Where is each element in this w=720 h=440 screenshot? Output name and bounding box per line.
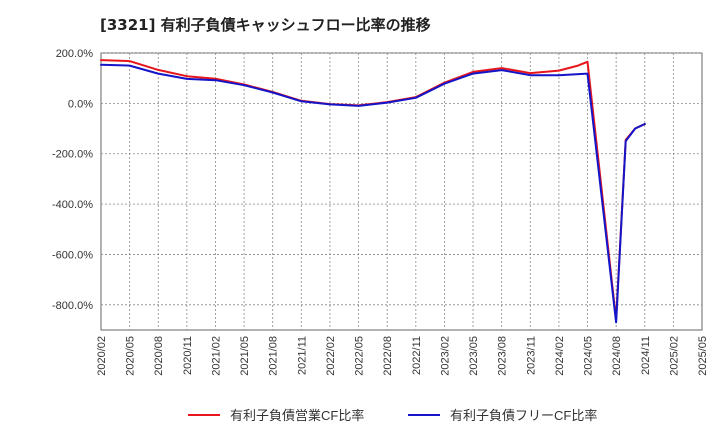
- chart-title: [3321] 有利子負債キャッシュフロー比率の推移: [100, 16, 431, 34]
- x-tick-label: 2025/05: [697, 336, 709, 376]
- x-tick-label: 2024/11: [640, 336, 652, 375]
- x-tick-label: 2021/11: [296, 336, 308, 375]
- series-line-1: [100, 59, 646, 321]
- x-tick-label: 2022/08: [382, 336, 394, 376]
- x-tick-label: 2023/05: [468, 336, 480, 376]
- x-tick-label: 2020/11: [182, 336, 194, 375]
- x-tick-label: 2024/08: [611, 336, 623, 376]
- legend-label-1: 有利子負債営業CF比率: [230, 408, 364, 423]
- x-tick-label: 2021/05: [239, 336, 251, 376]
- legend-label-2: 有利子負債フリーCF比率: [450, 408, 597, 423]
- x-tick-label: 2023/11: [525, 336, 537, 375]
- y-tick-label: -600.0%: [52, 249, 93, 261]
- x-tick-label: 2022/02: [325, 336, 337, 376]
- x-tick-label: 2020/02: [96, 336, 108, 376]
- x-tick-label: 2024/02: [554, 336, 566, 376]
- y-tick-label: 200.0%: [56, 48, 94, 60]
- x-tick-label: 2022/11: [411, 336, 423, 375]
- y-tick-label: 0.0%: [68, 98, 93, 110]
- x-tick-label: 2021/08: [268, 336, 280, 376]
- y-tick-label: -400.0%: [52, 199, 93, 211]
- series-line-2: [100, 63, 646, 324]
- x-tick-label: 2023/08: [497, 336, 509, 376]
- x-tick-label: 2020/05: [125, 336, 137, 376]
- x-tick-label: 2020/08: [153, 336, 165, 376]
- x-tick-label: 2024/05: [583, 336, 595, 376]
- x-tick-label: 2025/02: [668, 336, 680, 376]
- y-tick-label: -200.0%: [52, 149, 93, 161]
- x-tick-label: 2022/05: [354, 336, 366, 376]
- x-tick-label: 2021/02: [210, 336, 222, 376]
- y-tick-label: -800.0%: [52, 300, 93, 312]
- x-tick-label: 2023/02: [439, 336, 451, 376]
